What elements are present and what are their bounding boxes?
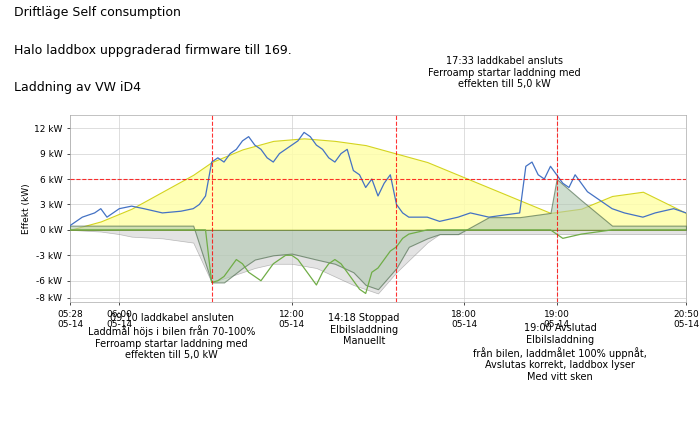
Text: 14:18 Stoppad
Elbilsladdning
Manuellt: 14:18 Stoppad Elbilsladdning Manuellt xyxy=(328,313,400,346)
Text: Laddning av VW iD4: Laddning av VW iD4 xyxy=(14,81,141,94)
Text: Halo laddbox uppgraderad firmware till 169.: Halo laddbox uppgraderad firmware till 1… xyxy=(14,44,292,56)
Y-axis label: Effekt (kW): Effekt (kW) xyxy=(22,183,32,234)
Text: 09:10 laddkabel ansluten
Laddmål höjs i bilen från 70-100%
Ferroamp startar ladd: 09:10 laddkabel ansluten Laddmål höjs i … xyxy=(88,313,256,361)
Text: Driftläge Self consumption: Driftläge Self consumption xyxy=(14,6,181,19)
Text: 17:33 laddkabel ansluts
Ferroamp startar laddning med
effekten till 5,0 kW: 17:33 laddkabel ansluts Ferroamp startar… xyxy=(428,56,580,89)
Text: 19:00 Avslutad
Elbilsladdning
från bilen, laddmålet 100% uppnåt,
Avslutas korrek: 19:00 Avslutad Elbilsladdning från bilen… xyxy=(473,323,647,382)
